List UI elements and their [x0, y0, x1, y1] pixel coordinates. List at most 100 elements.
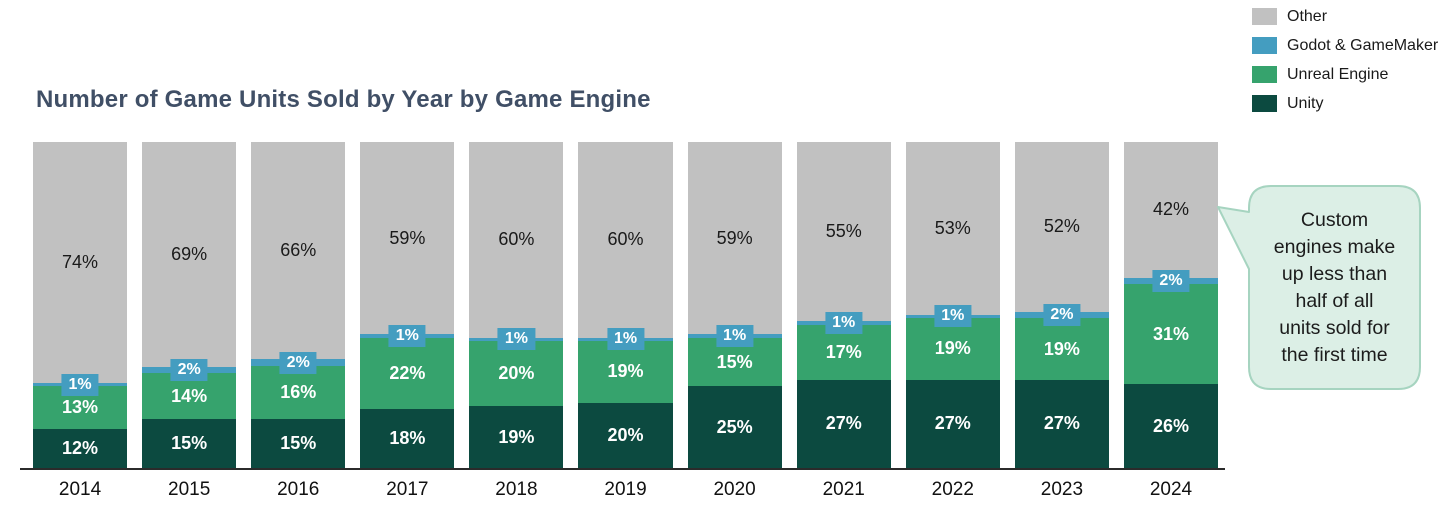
callout-bubble-path	[1217, 185, 1421, 390]
legend-swatch-other	[1252, 8, 1277, 25]
x-tick-label-2021: 2021	[822, 479, 865, 500]
chart-title: Number of Game Units Sold by Year by Gam…	[36, 86, 651, 113]
segment-label-unity: 27%	[1043, 413, 1080, 434]
segment-label-other: 60%	[498, 229, 535, 250]
legend-item-unity: Unity	[1252, 95, 1438, 112]
segment-label-unreal-engine: 22%	[389, 362, 426, 383]
x-tick-label-2022: 2022	[931, 479, 974, 500]
segment-label-other: 55%	[825, 221, 862, 242]
bar-2024: 42% 31% 26% 2%	[1123, 142, 1219, 468]
segment-label-unity: 25%	[716, 416, 753, 437]
segment-label-unity: 19%	[498, 426, 535, 447]
x-tick-label-2024: 2024	[1149, 479, 1193, 500]
segment-unreal-engine: 31%	[1123, 284, 1219, 385]
segment-other: 59%	[687, 142, 782, 335]
segment-other: 74%	[33, 142, 128, 384]
segment-label-other: 53%	[934, 217, 971, 238]
legend-swatch-unity	[1252, 95, 1277, 112]
x-axis-labels: 2014 2015 2016 2017 2018 2019 2020 2021 2022 2023…	[33, 479, 1218, 501]
x-tick-label-2023: 2023	[1040, 479, 1084, 500]
segment-label-godot-gamemaker: 1%	[934, 305, 972, 328]
segment-label-godot-gamemaker: 1%	[388, 324, 426, 347]
x-tick-label-2015: 2015	[168, 479, 211, 500]
bar-2019: 60% 19% 20% 1%	[578, 142, 673, 468]
segment-other: 69%	[142, 142, 237, 367]
segment-other: 60%	[469, 142, 564, 338]
x-tick-label-2020: 2020	[713, 479, 756, 500]
segment-label-godot-gamemaker: 1%	[716, 324, 754, 347]
segment-unity: 18%	[360, 409, 455, 468]
segment-label-unity: 15%	[280, 432, 317, 453]
segment-label-other: 74%	[62, 252, 99, 273]
segment-label-other: 52%	[1043, 216, 1080, 237]
segment-unity: 20%	[578, 402, 673, 468]
segment-label-unity: 26%	[1152, 415, 1189, 436]
segment-unity: 27%	[796, 379, 891, 468]
segment-unity: 15%	[251, 418, 346, 468]
segment-label-unity: 27%	[825, 413, 862, 434]
segment-label-godot-gamemaker: 1%	[606, 328, 645, 351]
segment-unreal-engine: 16%	[251, 365, 346, 419]
legend-label: Unity	[1287, 94, 1324, 112]
segment-unreal-engine: 19%	[1014, 318, 1109, 380]
segment-label-godot-gamemaker: 1%	[497, 328, 535, 351]
bar-2018: 60% 20% 19% 1%	[469, 142, 564, 468]
legend-label: Other	[1287, 7, 1328, 25]
segment-other: 60%	[578, 142, 673, 338]
segment-unity: 27%	[1014, 379, 1109, 468]
segment-other: 55%	[796, 142, 891, 322]
segment-label-unity: 18%	[389, 428, 426, 449]
segment-label-unreal-engine: 19%	[1043, 338, 1080, 359]
segment-unity: 19%	[469, 406, 564, 468]
segment-label-godot-gamemaker: 2%	[1043, 303, 1081, 326]
bar-2016: 66% 16% 15% 2%	[251, 142, 346, 468]
bar-2015: 69% 14% 15% 2%	[142, 142, 237, 468]
segment-other: 66%	[251, 142, 346, 360]
segment-label-unreal-engine: 17%	[825, 341, 862, 362]
segment-label-godot-gamemaker: 2%	[170, 359, 208, 382]
segment-label-unreal-engine: 14%	[171, 385, 208, 406]
segment-label-other: 59%	[716, 227, 753, 248]
segment-label-unreal-engine: 19%	[934, 338, 971, 359]
bar-2020: 59% 15% 25% 1%	[687, 142, 782, 468]
segment-label-unreal-engine: 15%	[716, 351, 753, 372]
segment-label-godot-gamemaker: 2%	[279, 351, 317, 374]
segment-label-other: 66%	[280, 240, 317, 261]
bar-2022: 53% 19% 27% 1%	[905, 142, 1000, 468]
segment-unreal-engine: 17%	[796, 324, 891, 380]
legend-label: Godot & GameMaker	[1287, 36, 1439, 54]
legend-swatch-godot-gamemaker	[1252, 37, 1277, 54]
segment-other: 52%	[1014, 142, 1109, 312]
segment-label-unreal-engine: 20%	[498, 362, 535, 383]
legend: Other Godot & GameMaker Unreal Engine Un…	[1252, 8, 1438, 112]
segment-label-godot-gamemaker: 2%	[1152, 269, 1190, 292]
segment-label-unity: 20%	[607, 424, 644, 445]
x-tick-label-2014: 2014	[58, 479, 102, 500]
callout-text: Custom engines make up less than half of…	[1273, 209, 1396, 366]
stacked-bar-chart: 74% 13% 12% 1% 69% 14% 15% 2% 66% 16% 15% 2% 59% 22% 1…	[33, 142, 1219, 468]
segment-label-unreal-engine: 13%	[62, 397, 99, 418]
segment-other: 53%	[905, 142, 1000, 315]
legend-label: Unreal Engine	[1287, 65, 1389, 83]
segment-label-unreal-engine: 31%	[1152, 323, 1189, 344]
x-axis-line	[20, 468, 1225, 470]
segment-label-unreal-engine: 16%	[280, 381, 317, 402]
x-tick-label-2019: 2019	[604, 479, 647, 500]
segment-label-unity: 27%	[934, 413, 971, 434]
segment-label-unreal-engine: 19%	[607, 361, 644, 382]
segment-unity: 15%	[142, 419, 237, 468]
segment-label-other: 42%	[1152, 199, 1189, 220]
legend-item-other: Other	[1252, 8, 1438, 25]
segment-other: 42%	[1123, 142, 1219, 278]
legend-swatch-unreal-engine	[1252, 66, 1277, 83]
legend-item-godot-gamemaker: Godot & GameMaker	[1252, 37, 1438, 54]
segment-unreal-engine: 19%	[905, 318, 1000, 380]
segment-unity: 27%	[905, 379, 1000, 468]
legend-item-unreal-engine: Unreal Engine	[1252, 66, 1438, 83]
segment-unity: 25%	[687, 386, 782, 468]
bar-2014: 74% 13% 12% 1%	[33, 142, 128, 468]
x-tick-label-2017: 2017	[386, 479, 429, 500]
segment-unreal-engine: 22%	[360, 337, 455, 410]
segment-label-godot-gamemaker: 1%	[825, 311, 863, 334]
